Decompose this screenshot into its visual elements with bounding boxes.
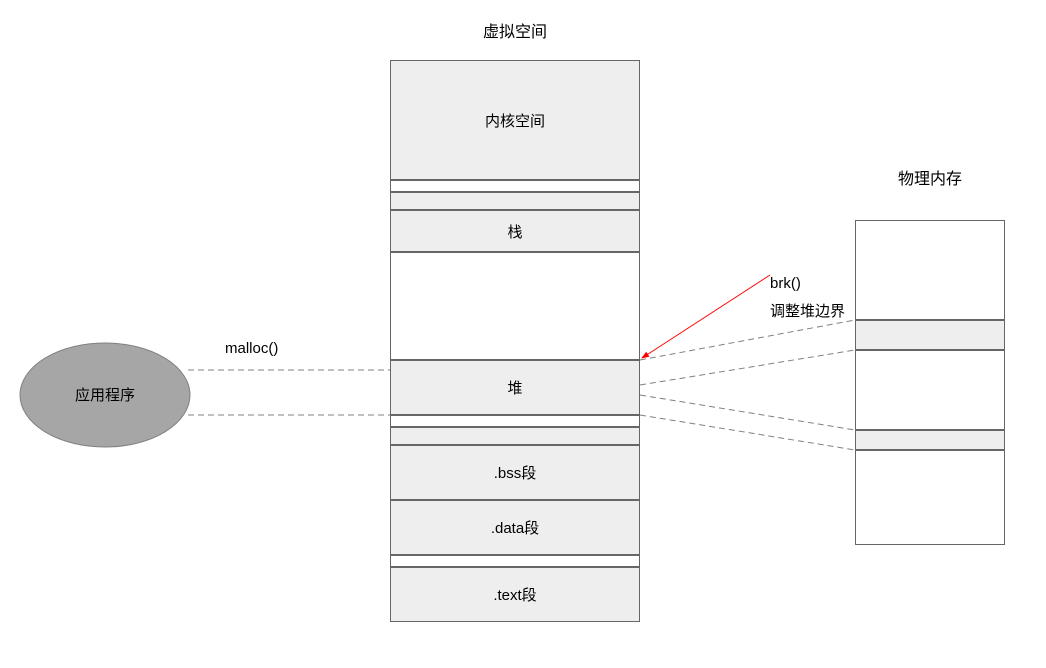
vmem-segment-heap: 堆 bbox=[390, 360, 640, 415]
pmem-segment-0 bbox=[855, 220, 1005, 320]
vmem-segment-gap1 bbox=[390, 180, 640, 192]
vmem-segment-label: .bss段 bbox=[494, 462, 537, 483]
vmem-segment-text: .text段 bbox=[390, 567, 640, 622]
vmem-segment-label: 堆 bbox=[507, 377, 522, 398]
vmem-segment-label: 栈 bbox=[507, 221, 522, 242]
vmem-segment-stack: 栈 bbox=[390, 210, 640, 252]
pmem-segment-2 bbox=[855, 350, 1005, 430]
vmem-segment-label: .data段 bbox=[491, 517, 539, 538]
title-physical-memory: 物理内存 bbox=[855, 165, 1005, 189]
vmem-segment-label: 内核空间 bbox=[485, 110, 545, 131]
brk-subtitle: 调整堆边界 bbox=[770, 300, 845, 321]
title-virtual-space: 虚拟空间 bbox=[390, 18, 640, 42]
vmem-segment-spacer1 bbox=[390, 192, 640, 210]
vmem-segment-kernel: 内核空间 bbox=[390, 60, 640, 180]
application-label: 应用程序 bbox=[75, 386, 135, 404]
brk-label: brk() bbox=[770, 275, 801, 292]
pmem-segment-1 bbox=[855, 320, 1005, 350]
vmem-segment-free bbox=[390, 252, 640, 360]
vmem-segment-gap2 bbox=[390, 415, 640, 427]
vmem-segment-gap3 bbox=[390, 555, 640, 567]
vmem-segment-bss: .bss段 bbox=[390, 445, 640, 500]
pmem-segment-3 bbox=[855, 430, 1005, 450]
vmem-segment-label: .text段 bbox=[493, 584, 536, 605]
pmem-segment-4 bbox=[855, 450, 1005, 545]
malloc-label: malloc() bbox=[225, 340, 278, 357]
vmem-segment-data: .data段 bbox=[390, 500, 640, 555]
vmem-segment-spacer2 bbox=[390, 427, 640, 445]
